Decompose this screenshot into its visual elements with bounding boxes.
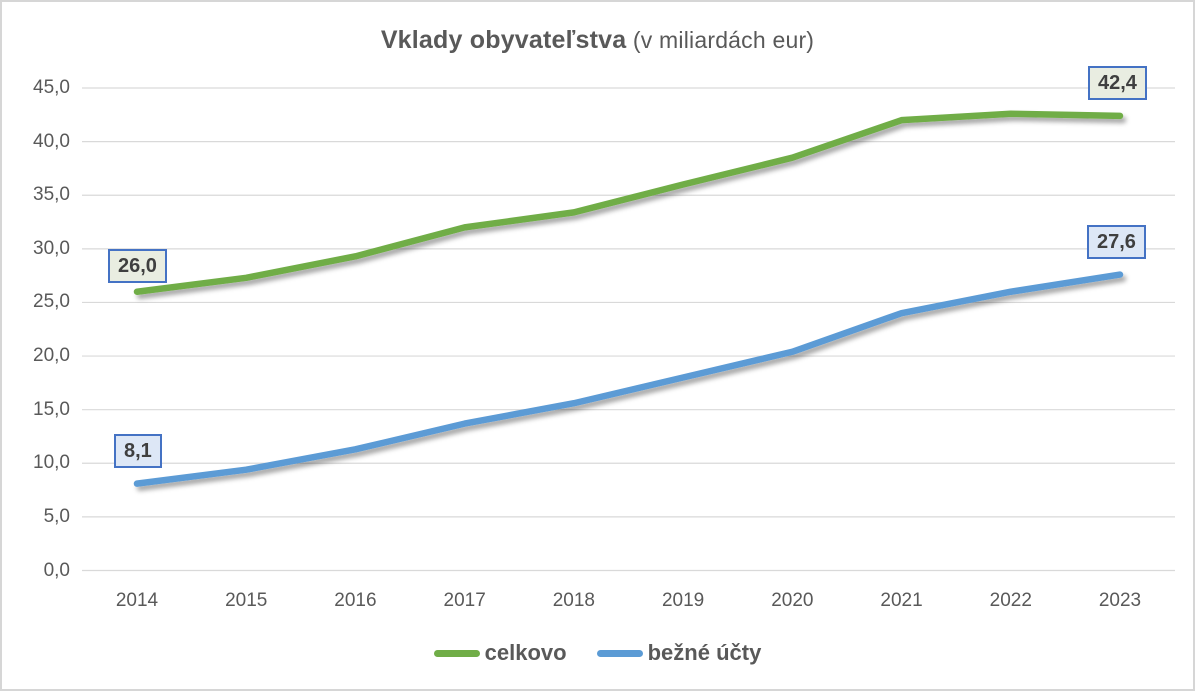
series-line-celkovo bbox=[133, 110, 1124, 295]
legend-label-celkovo: celkovo bbox=[484, 640, 567, 665]
y-axis: 0,0 5,0 10,0 15,0 20,0 25,0 30,0 35,0 40,0 45,0 bbox=[2, 2, 70, 689]
legend-item-bezne-ucty: bežné účty bbox=[596, 640, 762, 666]
y-tick-label: 25,0 bbox=[33, 291, 70, 313]
y-tick-label: 40,0 bbox=[33, 130, 70, 152]
y-tick-label: 5,0 bbox=[43, 505, 70, 527]
x-tick-label: 2022 bbox=[989, 590, 1032, 611]
series-lines bbox=[133, 110, 1124, 487]
gridlines bbox=[82, 87, 1175, 572]
y-tick-label: 30,0 bbox=[33, 237, 70, 259]
x-tick-label: 2014 bbox=[115, 590, 159, 611]
series-line-bezne-ucty bbox=[133, 271, 1124, 487]
data-label-celkovo-2023: 42,4 bbox=[1088, 66, 1147, 100]
x-axis: 2014 2015 2016 2017 2018 2019 2020 2021 2022 2023 bbox=[2, 588, 1193, 614]
y-tick-label: 35,0 bbox=[33, 184, 70, 206]
x-tick-label: 2020 bbox=[771, 590, 814, 611]
data-label-bezne-ucty-2014: 8,1 bbox=[114, 434, 162, 468]
y-tick-label: 10,0 bbox=[33, 452, 70, 474]
y-tick-label: 0,0 bbox=[43, 559, 70, 581]
bezne-ucty-line-marker-icon bbox=[596, 649, 643, 657]
y-tick-label: 45,0 bbox=[33, 77, 70, 98]
x-tick-label: 2017 bbox=[443, 590, 486, 611]
y-tick-label: 15,0 bbox=[33, 398, 70, 420]
data-label-bezne-ucty-2023: 27,6 bbox=[1087, 225, 1146, 259]
x-tick-label: 2016 bbox=[334, 590, 377, 611]
chart-title: Vklady obyvateľstva (v miliardách eur) bbox=[2, 26, 1193, 55]
legend: celkovo bežné účty bbox=[2, 634, 1193, 672]
chart-title-suffix: (v miliardách eur) bbox=[632, 27, 815, 53]
x-tick-label: 2021 bbox=[880, 590, 923, 611]
chart-title-main: Vklady obyvateľstva bbox=[380, 26, 627, 54]
x-tick-label: 2015 bbox=[225, 590, 268, 611]
x-tick-label: 2019 bbox=[661, 590, 705, 611]
legend-label-bezne-ucty: bežné účty bbox=[647, 640, 762, 665]
legend-item-celkovo: celkovo bbox=[433, 640, 567, 666]
x-tick-label: 2018 bbox=[552, 590, 596, 611]
data-label-celkovo-2014: 26,0 bbox=[108, 249, 167, 283]
y-tick-label: 20,0 bbox=[33, 345, 70, 367]
celkovo-line-marker-icon bbox=[433, 649, 480, 657]
x-tick-label: 2023 bbox=[1098, 590, 1142, 611]
